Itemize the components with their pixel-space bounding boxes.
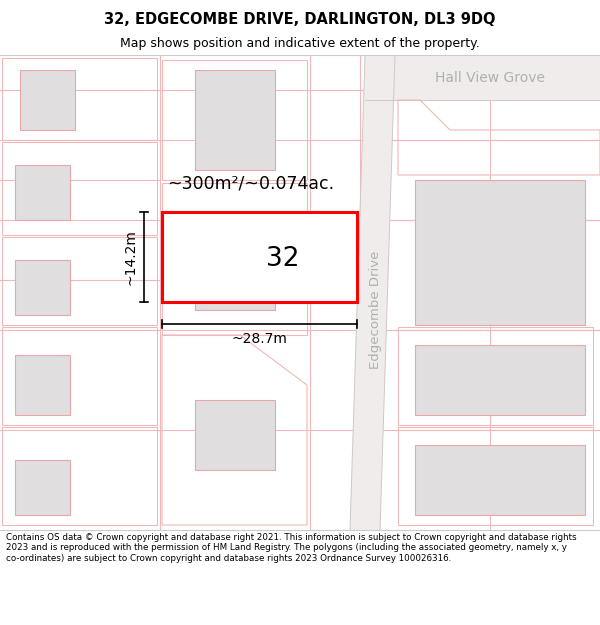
- Bar: [398, 327, 593, 425]
- Bar: [398, 427, 593, 525]
- Polygon shape: [350, 55, 395, 530]
- Bar: [162, 212, 357, 302]
- Bar: [2, 58, 157, 140]
- Text: ~14.2m: ~14.2m: [124, 229, 138, 285]
- Bar: [195, 225, 275, 310]
- Bar: [415, 345, 585, 415]
- Bar: [20, 70, 75, 130]
- Bar: [15, 260, 70, 315]
- Polygon shape: [365, 55, 600, 100]
- Bar: [162, 60, 307, 180]
- Bar: [415, 445, 585, 515]
- Text: Hall View Grove: Hall View Grove: [435, 71, 545, 85]
- Bar: [2, 427, 157, 525]
- Text: Map shows position and indicative extent of the property.: Map shows position and indicative extent…: [120, 38, 480, 51]
- Bar: [415, 180, 585, 325]
- Bar: [15, 355, 70, 415]
- Bar: [2, 142, 157, 235]
- Bar: [15, 460, 70, 515]
- Bar: [15, 165, 70, 220]
- Text: Contains OS data © Crown copyright and database right 2021. This information is : Contains OS data © Crown copyright and d…: [6, 533, 577, 562]
- Text: 32: 32: [266, 246, 299, 272]
- Text: 32, EDGECOMBE DRIVE, DARLINGTON, DL3 9DQ: 32, EDGECOMBE DRIVE, DARLINGTON, DL3 9DQ: [104, 12, 496, 27]
- Bar: [195, 400, 275, 470]
- Text: Edgecombe Drive: Edgecombe Drive: [368, 251, 382, 369]
- Bar: [2, 327, 157, 425]
- Bar: [195, 70, 275, 170]
- Bar: [2, 237, 157, 325]
- Bar: [162, 183, 307, 335]
- Text: ~300m²/~0.074ac.: ~300m²/~0.074ac.: [167, 175, 334, 193]
- Text: ~28.7m: ~28.7m: [232, 332, 287, 346]
